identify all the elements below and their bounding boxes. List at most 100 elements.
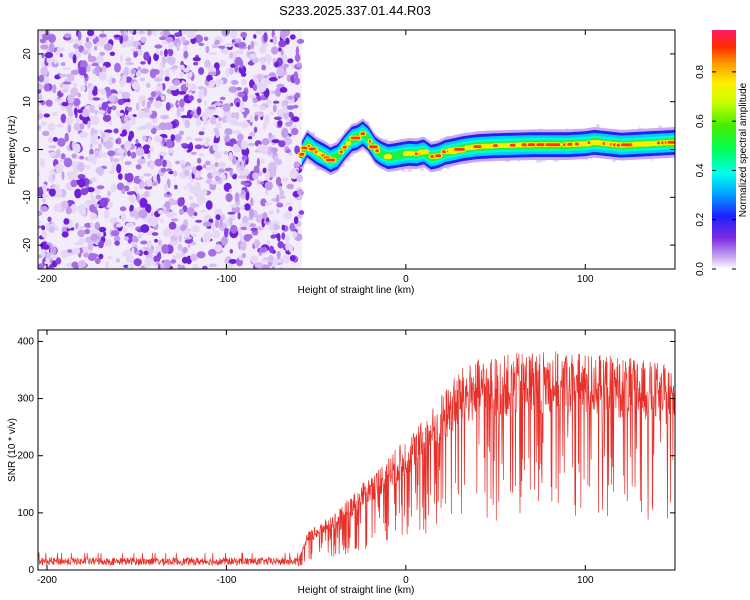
- noise-speck: [268, 222, 274, 231]
- noise-speck: [203, 36, 209, 41]
- noise-speck: [198, 152, 205, 157]
- noise-speck: [159, 50, 164, 56]
- noise-speck: [155, 245, 163, 250]
- noise-speck: [73, 143, 81, 154]
- noise-speck: [149, 161, 155, 170]
- noise-speck: [165, 102, 171, 111]
- ridge-core-red: [309, 147, 317, 151]
- noise-speck: [72, 98, 81, 107]
- noise-speck: [98, 253, 104, 260]
- noise-speck: [120, 41, 128, 48]
- noise-speck: [50, 151, 56, 157]
- noise-speck: [85, 236, 92, 244]
- noise-speck: [282, 177, 289, 182]
- noise-speck: [201, 127, 206, 131]
- noise-speck: [115, 258, 121, 263]
- noise-speck: [140, 240, 148, 245]
- noise-speck: [234, 192, 240, 203]
- ridge-core-red: [667, 140, 675, 144]
- noise-speck: [260, 144, 269, 155]
- noise-speck: [138, 109, 145, 119]
- noise-speck: [70, 87, 79, 97]
- noise-speck: [162, 159, 167, 168]
- noise-speck: [178, 208, 184, 215]
- noise-speck: [233, 146, 242, 153]
- noise-speck: [72, 247, 81, 255]
- noise-speck: [105, 260, 109, 269]
- noise-speck: [139, 197, 148, 208]
- noise-speck: [84, 228, 91, 235]
- noise-speck: [143, 173, 152, 177]
- noise-speck: [48, 145, 57, 149]
- noise-speck: [249, 255, 259, 264]
- noise-speck: [38, 74, 45, 83]
- noise-speck: [232, 130, 241, 134]
- noise-speck: [268, 245, 275, 254]
- noise-speck: [95, 166, 104, 175]
- noise-speck: [94, 45, 98, 51]
- noise-speck: [219, 59, 227, 67]
- noise-speck: [125, 254, 135, 264]
- noise-speck: [87, 253, 97, 261]
- noise-speck: [52, 172, 56, 181]
- noise-speck: [130, 151, 137, 159]
- noise-speck: [208, 263, 217, 268]
- noise-speck: [267, 255, 275, 263]
- noise-speck: [198, 89, 205, 99]
- noise-speck: [78, 155, 85, 160]
- noise-speck: [107, 95, 117, 102]
- noise-speck: [177, 263, 181, 269]
- noise-speck: [272, 100, 280, 104]
- noise-speck: [38, 102, 42, 107]
- noise-speck: [54, 98, 59, 103]
- noise-speck: [102, 114, 112, 122]
- noise-speck: [130, 116, 136, 125]
- noise-speck: [38, 225, 42, 229]
- noise-speck: [266, 239, 271, 246]
- noise-speck: [196, 106, 202, 116]
- noise-speck: [72, 54, 77, 64]
- noise-speck: [96, 41, 106, 47]
- noise-speck: [268, 210, 275, 215]
- noise-speck: [165, 73, 171, 77]
- noise-speck: [151, 181, 158, 187]
- noise-speck: [60, 62, 66, 67]
- noise-speck: [277, 258, 283, 264]
- noise-speck: [214, 175, 220, 182]
- noise-speck: [223, 112, 233, 117]
- noise-speck: [187, 31, 196, 39]
- noise-speck: [87, 187, 95, 193]
- noise-speck: [188, 142, 194, 152]
- noise-speck: [119, 206, 127, 212]
- noise-speck: [225, 67, 230, 78]
- noise-speck: [43, 244, 50, 250]
- noise-speck: [127, 134, 133, 142]
- noise-speck: [149, 220, 158, 227]
- noise-speck: [285, 121, 293, 127]
- noise-speck: [94, 66, 101, 76]
- noise-speck: [55, 257, 62, 265]
- noise-speck: [161, 244, 169, 254]
- noise-speck: [164, 48, 168, 57]
- noise-speck: [230, 63, 236, 68]
- noise-speck: [42, 130, 50, 137]
- noise-speck: [154, 238, 158, 243]
- noise-speck: [292, 231, 298, 239]
- noise-speck: [137, 233, 144, 237]
- noise-speck: [76, 155, 80, 160]
- snr-x-tick-label: 0: [403, 575, 409, 586]
- noise-speck: [230, 80, 239, 85]
- noise-speck: [252, 84, 258, 91]
- noise-speck: [123, 236, 129, 241]
- noise-speck: [90, 233, 98, 242]
- noise-speck: [125, 57, 132, 62]
- noise-speck: [238, 175, 247, 179]
- noise-speck: [230, 30, 238, 39]
- spectrogram-y-ticks: -20 -10 0 10 20: [22, 48, 675, 252]
- noise-speck: [150, 127, 157, 135]
- spectrogram-x-tick-label: 0: [403, 274, 409, 285]
- noise-speck: [126, 191, 135, 196]
- noise-speck: [110, 230, 120, 237]
- noise-speck: [38, 94, 43, 101]
